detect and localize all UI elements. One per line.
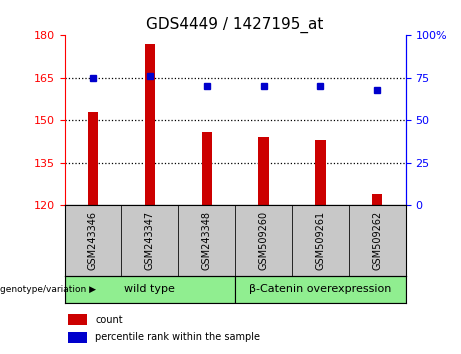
Bar	[178, 205, 235, 276]
Text: percentile rank within the sample: percentile rank within the sample	[95, 332, 260, 342]
Bar	[65, 205, 121, 276]
Bar	[349, 205, 406, 276]
Title: GDS4449 / 1427195_at: GDS4449 / 1427195_at	[147, 16, 324, 33]
Bar	[315, 140, 325, 205]
Bar	[292, 205, 349, 276]
Text: genotype/variation ▶: genotype/variation ▶	[0, 285, 96, 294]
Bar	[235, 205, 292, 276]
Text: β-Catenin overexpression: β-Catenin overexpression	[249, 284, 391, 295]
Bar	[372, 194, 382, 205]
Text: GSM509262: GSM509262	[372, 211, 382, 270]
Text: GSM243348: GSM243348	[201, 211, 212, 270]
Bar	[201, 132, 212, 205]
Text: GSM243347: GSM243347	[145, 211, 155, 270]
Text: count: count	[95, 314, 123, 325]
Text: GSM509261: GSM509261	[315, 211, 325, 270]
Text: GSM243346: GSM243346	[88, 211, 98, 270]
Bar	[259, 137, 269, 205]
Bar	[145, 44, 155, 205]
Text: wild type: wild type	[124, 284, 175, 295]
Bar	[65, 276, 235, 303]
Bar	[121, 205, 178, 276]
Bar	[88, 112, 98, 205]
Bar	[68, 314, 87, 325]
Bar	[68, 332, 87, 343]
Text: GSM509260: GSM509260	[259, 211, 269, 270]
Bar	[235, 276, 406, 303]
